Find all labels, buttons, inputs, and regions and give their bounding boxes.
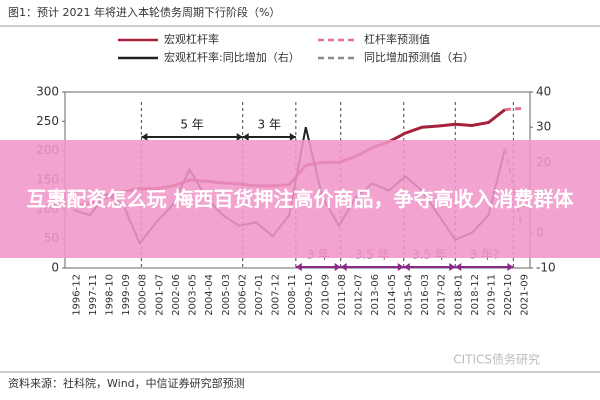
annotation: 3 年 [258,118,281,132]
x-tick-label: 2001-07 [154,274,165,316]
x-tick-label: 2007-12 [271,274,282,316]
x-tick-label: 1996-12 [71,274,82,316]
x-tick-label: 1997-11 [88,274,99,316]
legend-label: 同比增加预测值（右） [364,50,474,64]
legend-label: 杠杆率预测值 [364,32,430,46]
x-tick-label: 2000-08 [138,274,149,316]
x-tick-label: 2011-08 [337,274,348,316]
arrow-head [403,263,456,271]
banner-text: 互惠配资怎么玩 梅西百货押注高价商品，争夺高收入消费群体 [26,187,574,211]
x-tick-label: 2004-04 [204,274,215,316]
annotation: 5 年 [180,118,203,132]
chart-title: 图1：预计 2021 年将进入本轮债务周期下行阶段（%） [8,5,280,19]
arrow-head [455,263,514,271]
y2-tick-label: -10 [536,261,556,275]
watermark: CITICS债务研究 [453,352,540,367]
y2-tick-label: 40 [536,85,551,99]
x-tick-label: 1999-09 [121,274,132,316]
x-tick-label: 2009-10 [304,274,315,316]
x-tick-label: 2018-01 [453,274,464,316]
x-tick-label: 2005-03 [221,274,232,316]
x-tick-label: 2019-11 [486,274,497,316]
banner: 互惠配资怎么玩 梅西百货押注高价商品，争夺高收入消费群体 [0,140,600,258]
legend-label: 宏观杠杆率:同比增加（右） [164,50,300,64]
x-tick-label: 1998-10 [105,274,116,316]
x-tick-label: 2008-11 [287,274,298,316]
x-tick-label: 2007-01 [254,274,265,316]
x-tick-label: 2021-09 [520,274,531,316]
x-tick-label: 2015-04 [403,274,414,316]
y2-tick-label: 30 [536,120,551,134]
x-tick-label: 2010-09 [320,274,331,316]
x-tick-label: 2003-05 [188,274,199,316]
x-tick-label: 2013-06 [370,274,381,316]
y-tick-label: 300 [36,85,59,99]
x-tick-label: 2018-12 [470,274,481,316]
y-tick-label: 250 [36,114,59,128]
x-tick-label: 2006-02 [237,274,248,316]
series-line [504,106,522,112]
legend-label: 宏观杠杆率 [164,32,219,46]
x-tick-label: 2014-05 [387,274,398,316]
source: 资料来源：社科院，Wind，中信证券研究部预测 [8,376,245,390]
x-tick-label: 2017-02 [437,274,448,316]
x-tick-label: 2012-07 [354,274,365,316]
x-tick-label: 2020-10 [503,274,514,316]
x-tick-label: 2016-03 [420,274,431,316]
x-tick-label: 2002-06 [171,274,182,316]
y-tick-label: 0 [51,261,59,275]
